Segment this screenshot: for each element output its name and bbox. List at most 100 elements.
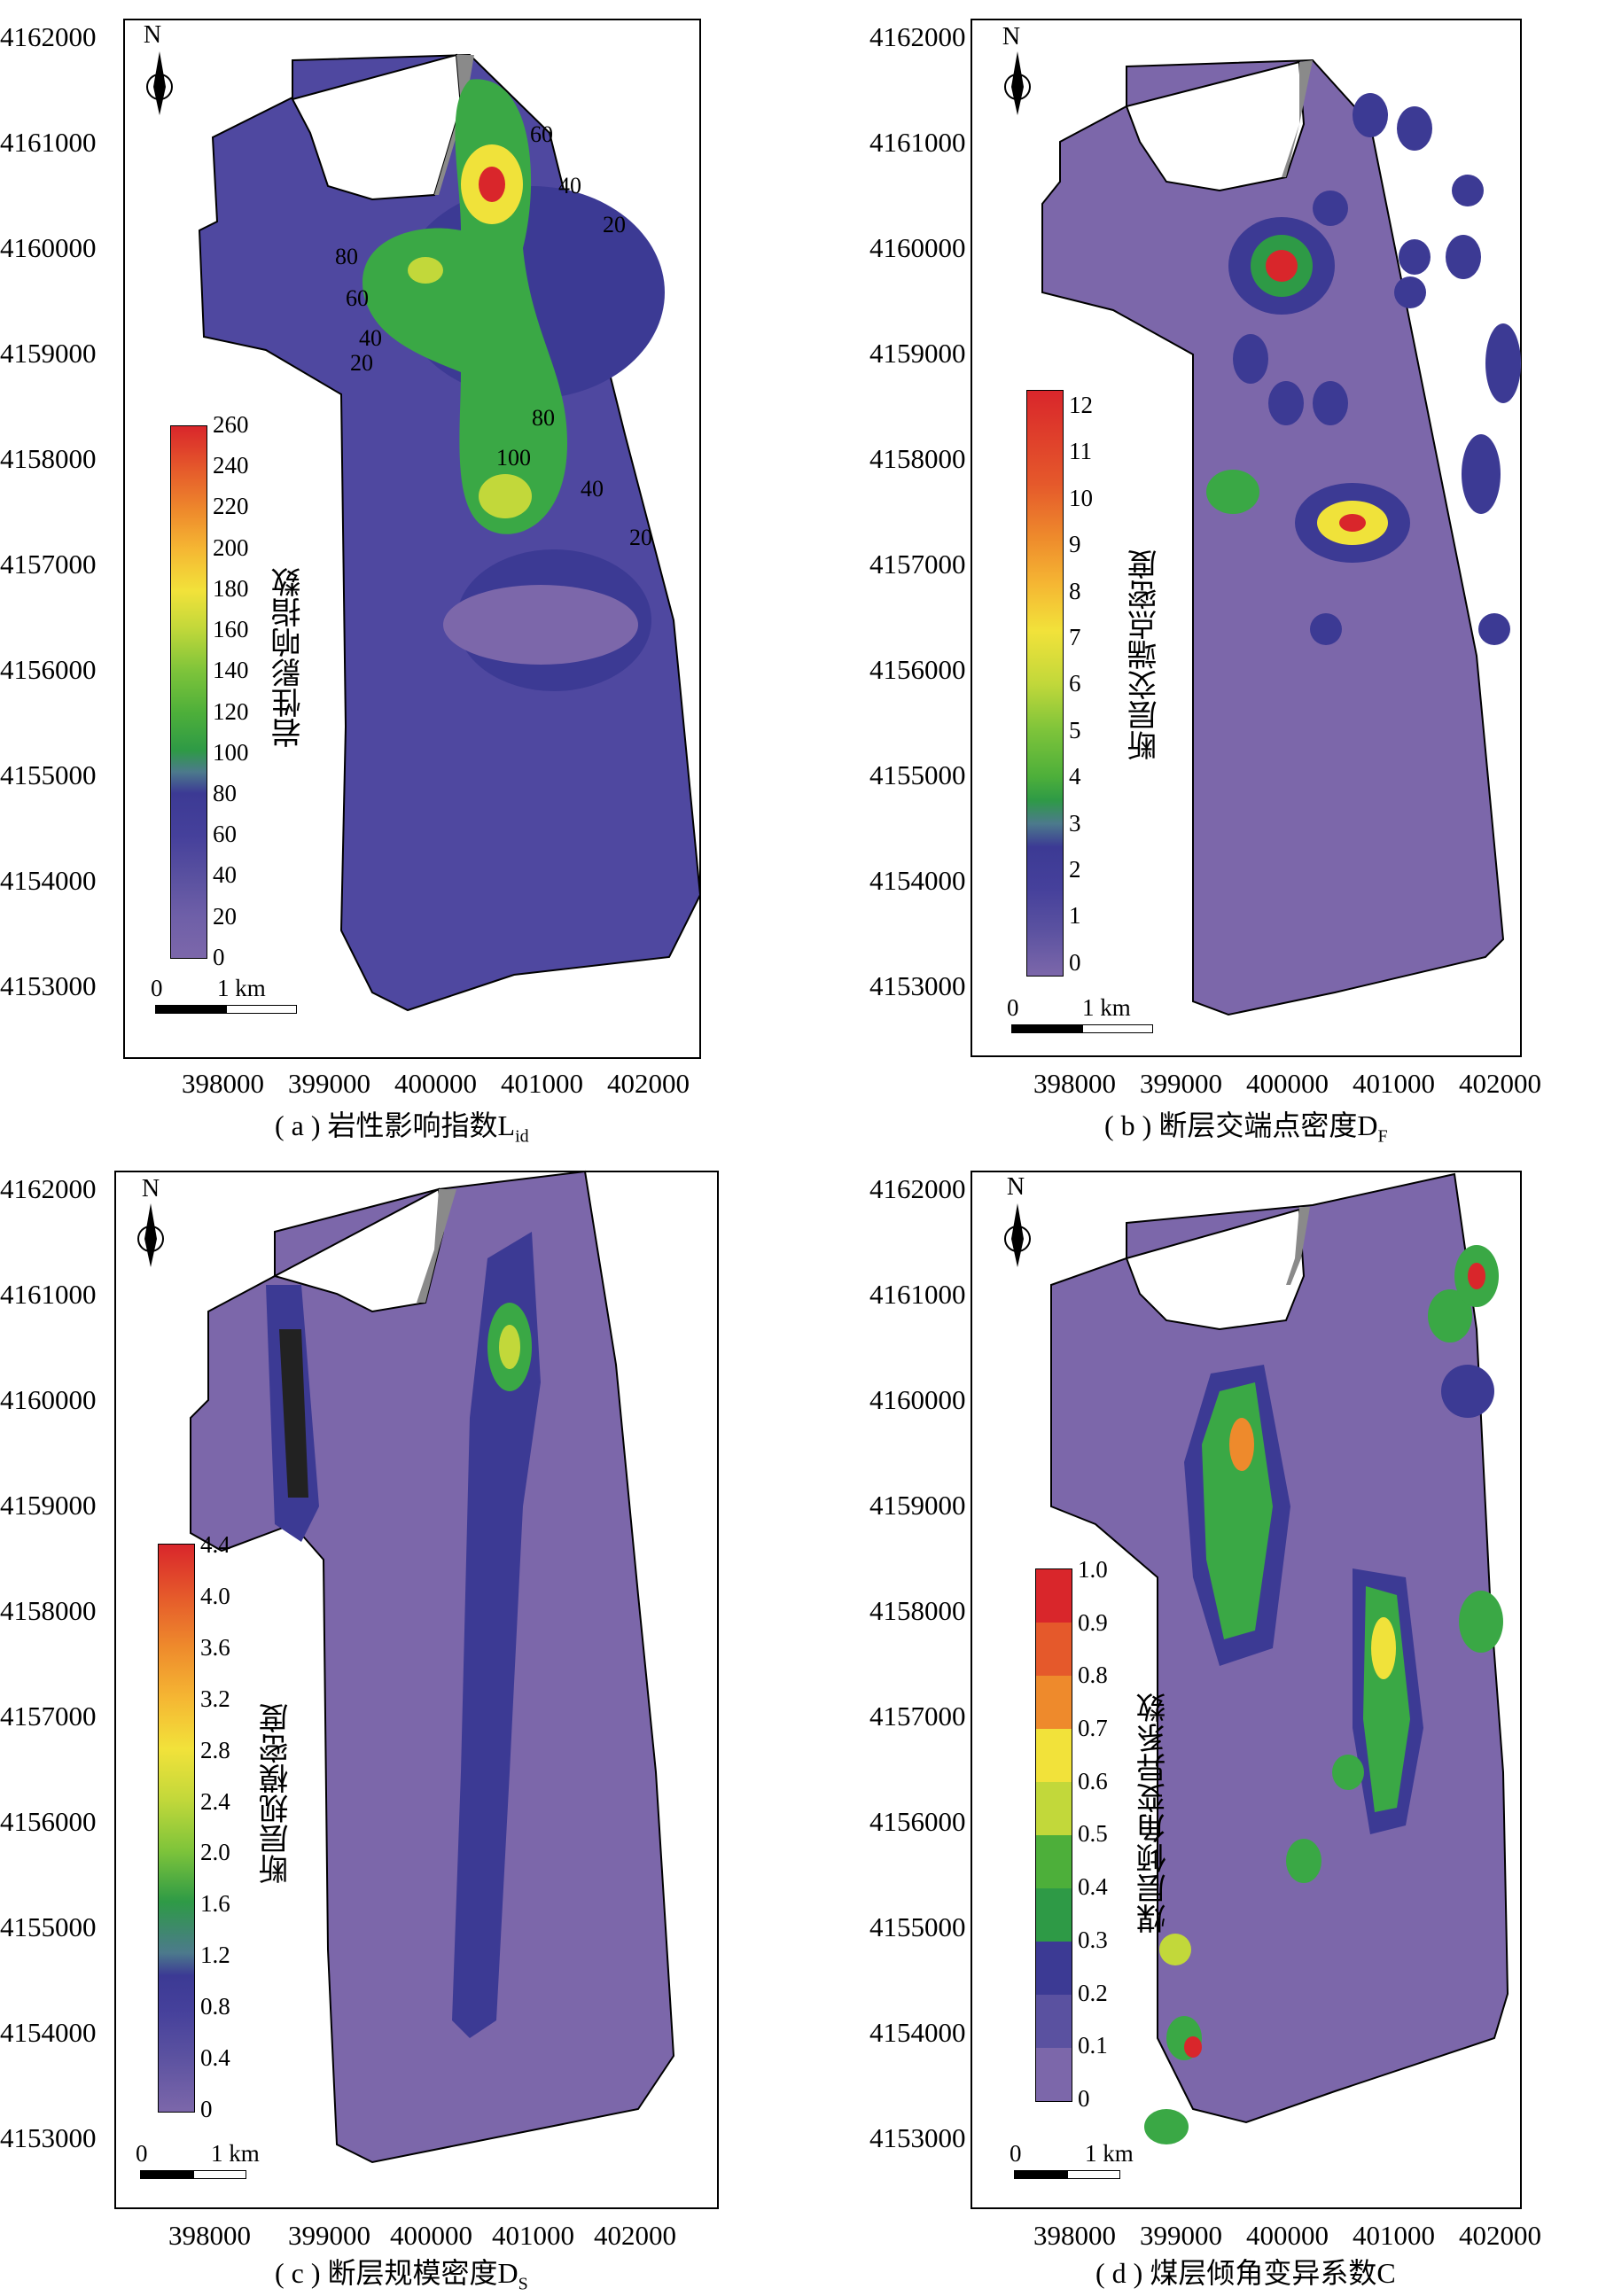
legend-tick: 6 (1069, 670, 1081, 697)
y-tick: 4155000 (869, 1911, 966, 1942)
legend-tick: 3.2 (200, 1685, 230, 1712)
legend-tick: 0.6 (1078, 1767, 1108, 1794)
legend-a: 260 240 220 200 180 160 140 120 100 80 6… (170, 411, 306, 970)
contour-label: 40 (359, 325, 382, 351)
y-tick: 4162000 (0, 1173, 97, 1204)
contour-label: 100 (496, 445, 531, 471)
north-arrow: N (144, 21, 173, 115)
legend-tick: 8 (1069, 577, 1081, 604)
scale-bar: 0 1 km (1010, 2140, 1165, 2179)
legend-tick: 160 (213, 616, 249, 643)
region-outline (1041, 58, 1505, 1016)
legend-tick: 1.2 (200, 1942, 230, 1969)
contour-label: 20 (350, 350, 373, 376)
legend-tick: 20 (213, 902, 237, 930)
scale-bar: 0 1 km (1007, 994, 1162, 1033)
y-tick: 4154000 (0, 865, 97, 896)
legend-tick: 0.1 (1078, 2032, 1108, 2059)
north-label: N (142, 1175, 160, 1202)
y-tick: 4161000 (869, 127, 966, 158)
y-tick: 4158000 (869, 1595, 966, 1626)
legend-tick: 2.0 (200, 1839, 230, 1866)
map-d: N (971, 1171, 1522, 2209)
north-label: N (1002, 23, 1020, 51)
legend-tick: 0 (213, 943, 225, 970)
y-tick: 4156000 (869, 654, 966, 685)
legend-colorbar (170, 425, 207, 959)
legend-tick: 9 (1069, 531, 1081, 558)
contour-label: 20 (629, 525, 652, 550)
legend-tick: 10 (1069, 484, 1093, 511)
density-bands (266, 1232, 541, 2038)
contour-labels: 60 40 20 80 60 40 20 80 100 40 20 (335, 121, 652, 550)
legend-tick: 60 (213, 821, 237, 848)
contour-label: 80 (532, 405, 555, 431)
legend-tick: 12 (1069, 392, 1093, 418)
y-tick: 4159000 (0, 338, 97, 369)
legend-tick: 0.9 (1078, 1608, 1108, 1636)
legend-tick: 5 (1069, 716, 1081, 743)
panel-c: N 4162000 4161000 4160000 4159000 415800… (0, 1152, 803, 2296)
north-arrow: N (1004, 1173, 1031, 1267)
legend-tick: 0 (200, 2095, 213, 2122)
y-tick: 4161000 (869, 1279, 966, 1310)
legend-tick: 2 (1069, 856, 1081, 883)
legend-tick: 2.8 (200, 1736, 230, 1763)
legend-ticks: 4.4 4.0 3.6 3.2 2.8 2.4 2.0 1.6 1.2 0.8 … (200, 1531, 230, 2123)
legend-tick: 40 (213, 861, 237, 889)
legend-tick: 0.5 (1078, 1820, 1108, 1848)
legend-d: 1.0 0.9 0.8 0.7 0.6 0.5 0.4 0.3 0.2 0.1 … (1035, 1556, 1171, 2112)
x-tick: 401000 (501, 1068, 583, 1099)
legend-title: 岩性影响指数 (273, 567, 306, 748)
legend-tick: 1.0 (1078, 1556, 1108, 1583)
y-tick: 4153000 (869, 970, 966, 1001)
caption-d: ( d ) 煤层倾角变异系数C (1095, 2257, 1396, 2289)
scale-start: 0 (151, 975, 163, 1001)
legend-ticks: 12 11 10 9 8 7 6 5 4 3 2 1 0 (1069, 392, 1093, 977)
map-a: 60 40 20 80 60 40 20 80 100 40 20 N (123, 19, 702, 1059)
x-tick: 400000 (1246, 1068, 1329, 1099)
legend-tick: 0.4 (1078, 1873, 1108, 1901)
y-tick: 4154000 (869, 865, 966, 896)
x-tick: 401000 (1353, 1068, 1435, 1099)
lake (1282, 60, 1313, 177)
y-tick: 4159000 (0, 1490, 97, 1521)
north-label: N (1007, 1173, 1025, 1201)
legend-colorbar (1035, 1568, 1072, 2102)
y-tick: 4162000 (0, 21, 97, 52)
y-tick: 4162000 (869, 21, 966, 52)
x-tick: 398000 (182, 1068, 264, 1099)
x-tick: 402000 (1459, 2220, 1541, 2251)
x-tick: 402000 (607, 1068, 690, 1099)
y-tick: 4156000 (0, 654, 97, 685)
contour-label: 60 (346, 285, 369, 311)
contour-label: 40 (558, 173, 581, 198)
legend-tick: 220 (213, 493, 249, 520)
legend-tick: 80 (213, 779, 237, 806)
legend-tick: 120 (213, 697, 249, 725)
x-tick: 398000 (1033, 2220, 1116, 2251)
caption-b: ( b ) 断层交端点密度DF (1104, 1109, 1388, 1147)
variation-zones (1144, 1245, 1503, 2144)
y-tick: 4154000 (0, 2017, 97, 2048)
legend-tick: 180 (213, 574, 249, 602)
y-tick: 4157000 (869, 1701, 966, 1732)
scale-start: 0 (1007, 994, 1019, 1021)
north-label: N (144, 21, 161, 49)
contour-label: 60 (530, 121, 553, 147)
contour-label: 20 (603, 212, 626, 237)
legend-tick: 0.7 (1078, 1715, 1108, 1742)
legend-colorbar (1026, 390, 1064, 977)
y-tick: 4155000 (0, 759, 97, 790)
legend-ticks: 1.0 0.9 0.8 0.7 0.6 0.5 0.4 0.3 0.2 0.1 … (1078, 1556, 1108, 2113)
y-tick: 4155000 (869, 759, 966, 790)
density-hotspots (1206, 93, 1521, 645)
lake (1286, 1207, 1310, 1285)
y-tick: 4153000 (0, 2122, 97, 2153)
scale-bar: 0 1 km (136, 2140, 291, 2179)
x-tick: 399000 (288, 1068, 370, 1099)
panel-b: N 4162000 4161000 4160000 4159000 415800… (803, 0, 1606, 1146)
y-tick: 4155000 (0, 1911, 97, 1942)
x-tick: 401000 (1353, 2220, 1435, 2251)
x-tick: 399000 (1140, 2220, 1222, 2251)
